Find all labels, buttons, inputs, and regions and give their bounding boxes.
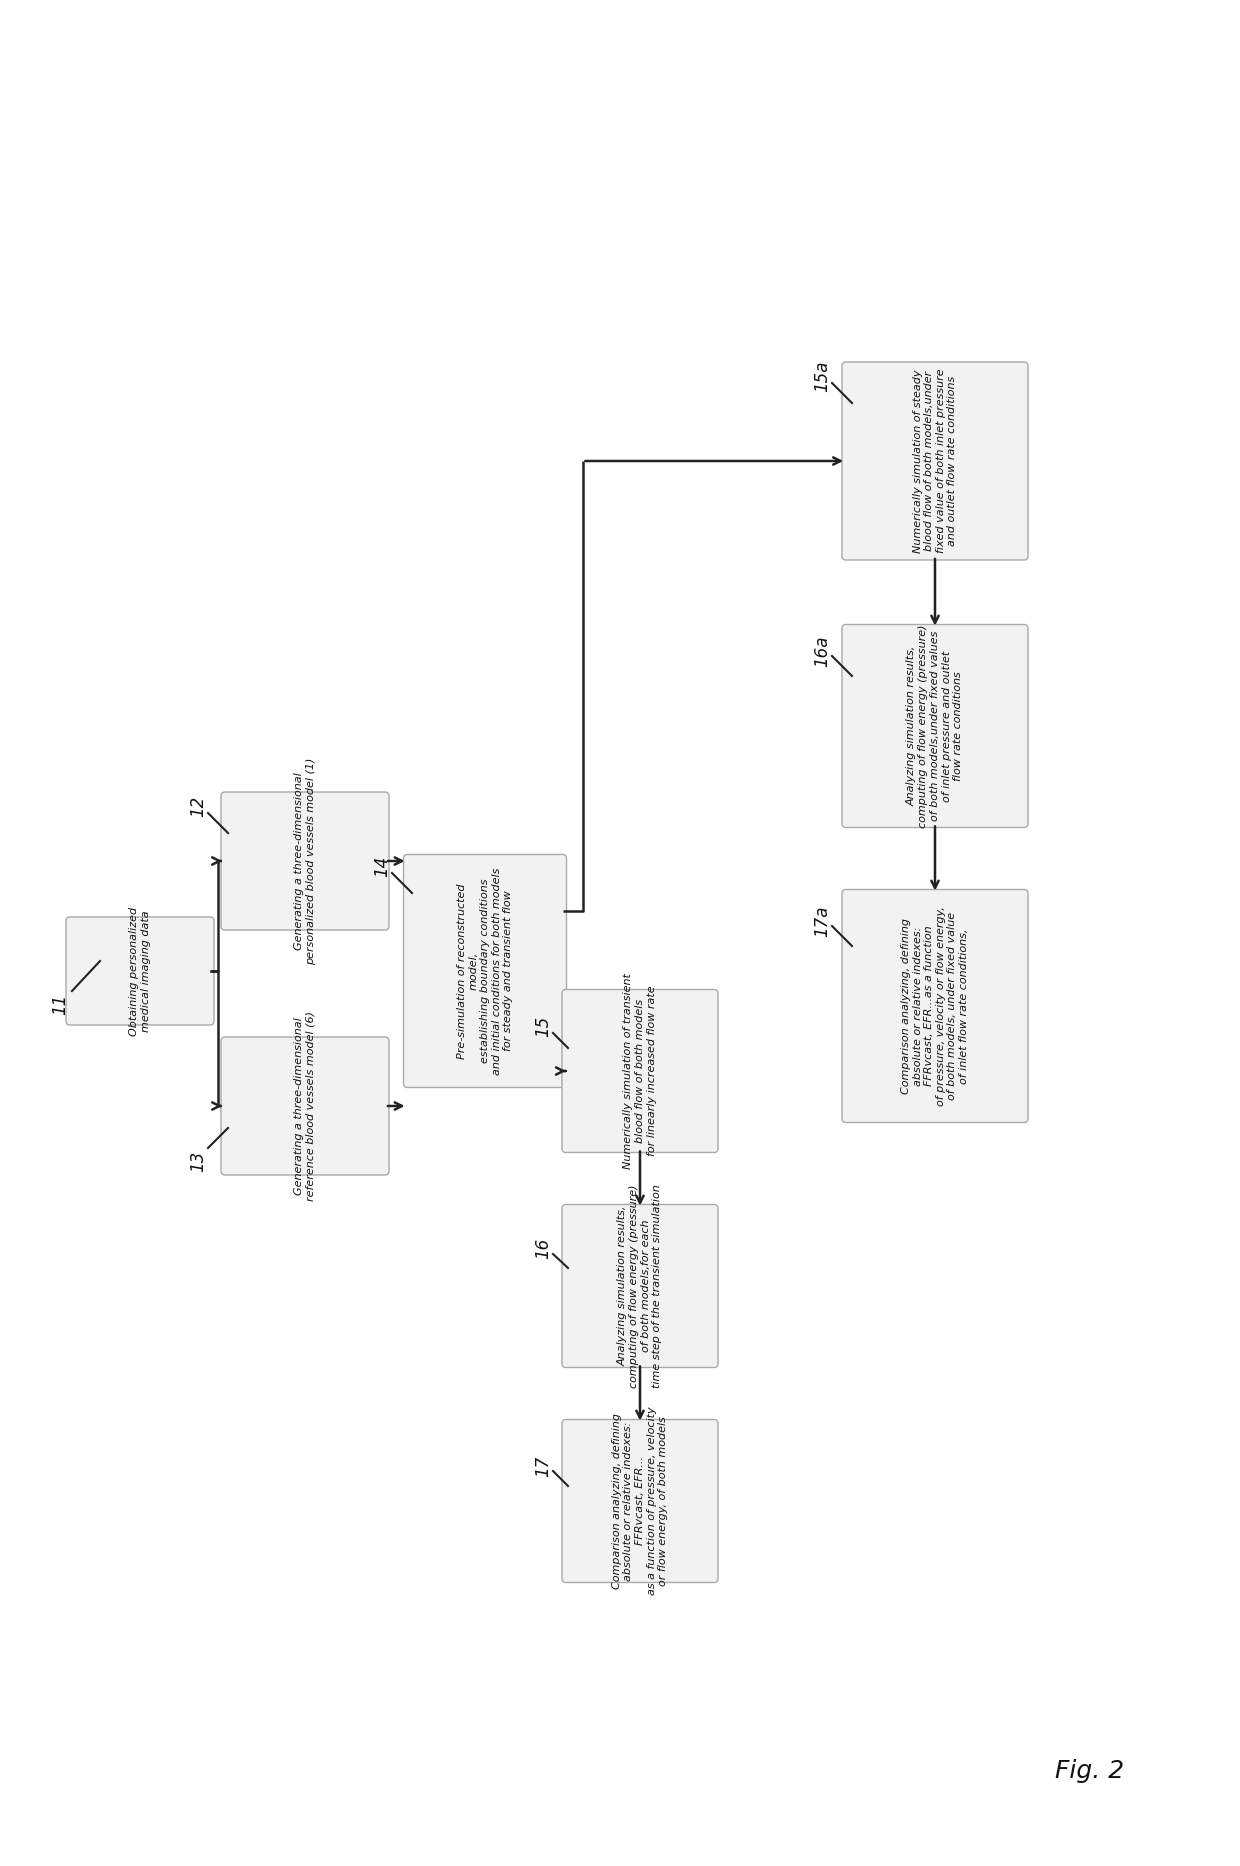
Text: 17: 17 bbox=[534, 1455, 552, 1476]
FancyBboxPatch shape bbox=[562, 1204, 718, 1368]
Text: Numerically simulation of steady
blood flow of both models,under
fixed value of : Numerically simulation of steady blood f… bbox=[913, 369, 957, 554]
Text: Obtaining personalized
medical imaging data: Obtaining personalized medical imaging d… bbox=[129, 907, 151, 1036]
Text: Comparison analyzing, defining
absolute or relative indexes:
FFRvcast, EFR...
as: Comparison analyzing, defining absolute … bbox=[611, 1407, 668, 1595]
Text: Pre-simulation of reconstructed
model,
establishing boundary conditions
and init: Pre-simulation of reconstructed model, e… bbox=[456, 868, 513, 1075]
FancyBboxPatch shape bbox=[221, 1037, 389, 1176]
Text: 11: 11 bbox=[51, 993, 69, 1015]
Text: Analyzing simulation results,
computing of flow energy (pressure)
of both models: Analyzing simulation results, computing … bbox=[618, 1185, 662, 1388]
Text: 12: 12 bbox=[188, 795, 207, 817]
FancyBboxPatch shape bbox=[562, 1420, 718, 1582]
FancyBboxPatch shape bbox=[842, 890, 1028, 1123]
Text: 15a: 15a bbox=[813, 360, 831, 392]
Text: Numerically simulation of transient
blood flow of both models
for linearly incre: Numerically simulation of transient bloo… bbox=[624, 972, 657, 1168]
Text: Generating a three-dimensional
personalized blood vessels model (1): Generating a three-dimensional personali… bbox=[294, 758, 316, 965]
FancyBboxPatch shape bbox=[403, 855, 567, 1088]
Text: 14: 14 bbox=[373, 855, 391, 877]
Text: Comparison analyzing, defining
absolute or relative indexes:
FFRvcast, EFR...as : Comparison analyzing, defining absolute … bbox=[901, 907, 968, 1107]
FancyBboxPatch shape bbox=[562, 989, 718, 1153]
Text: 13: 13 bbox=[188, 1149, 207, 1172]
FancyBboxPatch shape bbox=[842, 625, 1028, 827]
Text: 15: 15 bbox=[534, 1015, 552, 1037]
FancyBboxPatch shape bbox=[221, 791, 389, 929]
Text: Generating a three-dimensional
reference blood vessels model (6): Generating a three-dimensional reference… bbox=[294, 1011, 316, 1202]
Text: 16: 16 bbox=[534, 1237, 552, 1260]
Text: 16a: 16a bbox=[813, 634, 831, 666]
Text: 17a: 17a bbox=[813, 905, 831, 937]
FancyBboxPatch shape bbox=[842, 362, 1028, 560]
Text: Analyzing simulation results,
computing of flow energy (pressure)
of both models: Analyzing simulation results, computing … bbox=[906, 625, 963, 829]
Text: Fig. 2: Fig. 2 bbox=[1055, 1760, 1125, 1784]
FancyBboxPatch shape bbox=[66, 916, 215, 1024]
